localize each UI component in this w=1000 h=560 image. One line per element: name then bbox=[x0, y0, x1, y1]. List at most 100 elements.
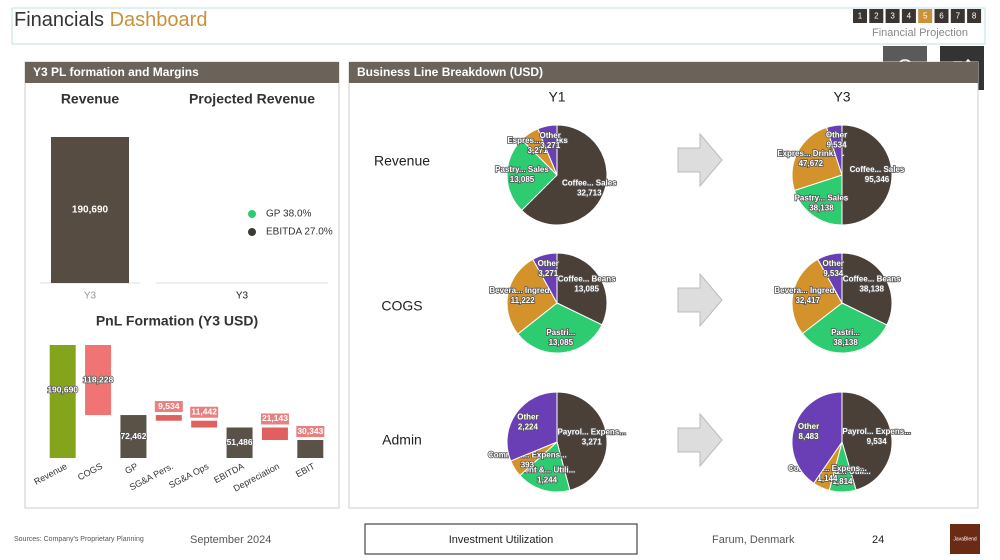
slice-value: 38,138 bbox=[809, 203, 834, 212]
page-tab-label: 2 bbox=[874, 12, 879, 21]
panel-title: Business Line Breakdown (USD) bbox=[357, 65, 543, 79]
bar bbox=[51, 137, 129, 283]
waterfall-bar bbox=[155, 415, 182, 421]
pie-slice bbox=[506, 138, 558, 212]
page-title: Financials Dashboard bbox=[14, 9, 207, 31]
title-highlight: Dashboard bbox=[110, 9, 208, 31]
page-tab[interactable] bbox=[885, 9, 900, 23]
header-box bbox=[11, 7, 986, 45]
slice-name: Expres... Drinks... bbox=[777, 149, 844, 158]
panel-title: Y3 PL formation and Margins bbox=[33, 65, 199, 79]
slice-value: 13,085 bbox=[574, 285, 599, 294]
page-tab[interactable] bbox=[869, 9, 884, 23]
value-label: 190,690 bbox=[47, 384, 78, 394]
page-tab[interactable] bbox=[853, 9, 867, 23]
slice-name: Espres... Drinks bbox=[507, 136, 568, 145]
slice-value: 3,271 bbox=[538, 269, 559, 278]
slice-name: Coffee... Sales bbox=[562, 179, 617, 188]
pie-slice bbox=[537, 124, 558, 176]
row-label: Admin bbox=[382, 432, 422, 448]
column-label: Y1 bbox=[548, 89, 565, 105]
slice-name: Pastry... Sales bbox=[795, 193, 849, 202]
slice-name: Coffee... Sales bbox=[850, 165, 905, 174]
pie-slice bbox=[532, 252, 558, 305]
slice-value: 13,085 bbox=[549, 338, 574, 347]
page-number: 24 bbox=[872, 534, 884, 546]
page-tab-label: 1 bbox=[858, 12, 863, 21]
slice-value: 3,271 bbox=[582, 438, 603, 447]
slice-value: 9,534 bbox=[827, 141, 848, 150]
pie-slice bbox=[506, 258, 558, 335]
legend-label: GP 38.0% bbox=[266, 209, 312, 220]
pie-slice bbox=[556, 391, 608, 491]
pie-slice bbox=[791, 391, 843, 484]
page-tab[interactable] bbox=[950, 9, 965, 23]
slice-name: Other bbox=[540, 131, 561, 140]
slice-name: Other bbox=[798, 422, 819, 431]
value-label: 72,462 bbox=[120, 431, 146, 441]
page-tab-label: 5 bbox=[923, 12, 928, 21]
waterfall-bar bbox=[85, 345, 112, 416]
slice-name: Pastri... bbox=[831, 328, 860, 337]
value-label: 9,534 bbox=[158, 401, 180, 411]
slice-value: 393 bbox=[521, 461, 535, 470]
slice-value: 38,138 bbox=[859, 285, 884, 294]
waterfall-bar bbox=[49, 345, 76, 458]
legend-marker bbox=[248, 210, 256, 218]
slice-name: Other bbox=[826, 131, 847, 140]
logo bbox=[950, 524, 980, 554]
slice-name: Other bbox=[517, 413, 538, 422]
pie-slice bbox=[556, 252, 608, 326]
pie-slice bbox=[791, 258, 843, 335]
arrow bbox=[677, 272, 723, 328]
waterfall-bar bbox=[261, 427, 288, 441]
pie-slice bbox=[825, 124, 843, 176]
waterfall-bar bbox=[226, 427, 253, 458]
value-label: 30,343 bbox=[297, 426, 323, 436]
page-tab[interactable] bbox=[934, 9, 949, 23]
row-label: COGS bbox=[381, 298, 422, 314]
panel-header bbox=[349, 62, 978, 83]
slice-name: Payrol... Expens... bbox=[557, 428, 625, 437]
slice-name: Other bbox=[538, 259, 559, 268]
footer-section: Investment Utilization bbox=[449, 534, 554, 546]
panel-header bbox=[25, 62, 339, 83]
page-tab[interactable] bbox=[967, 9, 982, 23]
slice-name: Pastri... bbox=[546, 328, 575, 337]
pie-slice bbox=[520, 124, 608, 226]
slice-name: Other bbox=[823, 259, 844, 268]
pie-slice bbox=[817, 252, 843, 305]
slice-name: Coffee... Beans bbox=[558, 275, 616, 284]
chart-title: PnL Formation (Y3 USD) bbox=[96, 313, 258, 329]
logo-text: JavaBlend bbox=[953, 536, 977, 542]
slice-value: 9,534 bbox=[823, 269, 844, 278]
page-tab[interactable] bbox=[901, 9, 916, 23]
slice-value: 3,271 bbox=[528, 146, 549, 155]
slice-name: Commun... Expens... bbox=[488, 451, 567, 460]
title-main: Financials bbox=[14, 9, 104, 31]
slice-value: 32,713 bbox=[577, 189, 602, 198]
value-label: 51,486 bbox=[227, 437, 253, 447]
slice-value: 32,417 bbox=[795, 296, 820, 305]
page-tab-label: 6 bbox=[939, 12, 944, 21]
footer-source: Sources: Company's Proprietary Planning bbox=[14, 536, 144, 543]
slice-name: Bevera... Ingred... bbox=[489, 286, 556, 295]
slice-value: 95,346 bbox=[865, 175, 890, 184]
page-tab-label: 4 bbox=[907, 12, 912, 21]
page-nav: 1 2 3 4 5 6 7 8 bbox=[853, 9, 982, 23]
slice-value: 1,814 bbox=[832, 477, 853, 486]
arrow bbox=[677, 132, 723, 188]
slice-name: Commun... Expens... bbox=[788, 464, 867, 473]
value-label: 118,228 bbox=[83, 374, 114, 384]
legend-label: EBITDA 27.0% bbox=[266, 227, 333, 238]
page-tab[interactable] bbox=[918, 9, 933, 23]
slice-name: Payrol... Expens... bbox=[842, 427, 910, 436]
chart-title: Revenue bbox=[61, 91, 120, 107]
x-tick-label: Y3 bbox=[236, 291, 249, 302]
section-box bbox=[364, 523, 638, 555]
label-bg bbox=[154, 401, 183, 413]
slice-value: 11,222 bbox=[511, 296, 536, 305]
slice-value: 3,271 bbox=[540, 141, 561, 150]
pie-slice bbox=[506, 391, 558, 462]
slice-name: Pastry... Sales bbox=[495, 165, 549, 174]
